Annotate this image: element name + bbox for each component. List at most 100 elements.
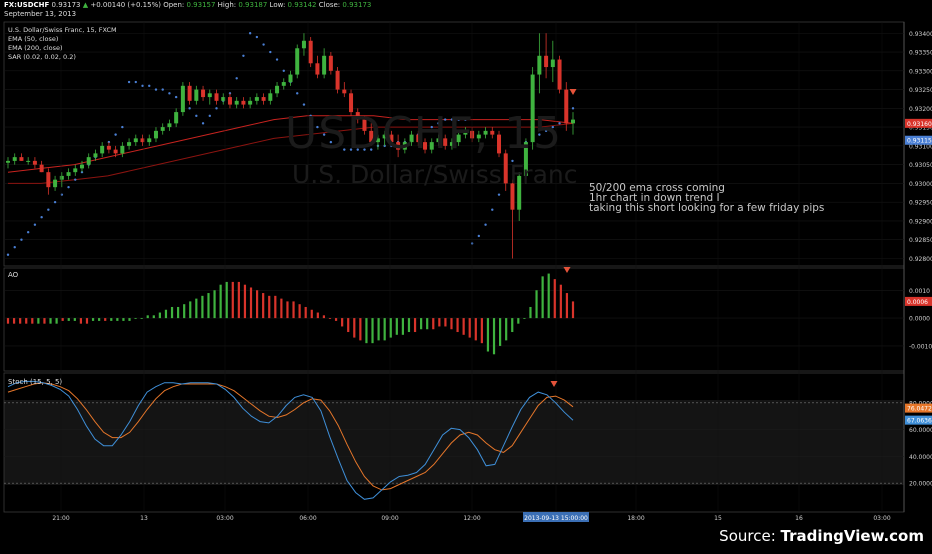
x-tick-label: 15 bbox=[714, 515, 722, 522]
sar-dot bbox=[571, 107, 575, 110]
ao-bar bbox=[517, 318, 520, 324]
ao-bar bbox=[249, 287, 253, 319]
symbol-label[interactable]: FX:USDCHF bbox=[4, 1, 50, 9]
ao-bar bbox=[480, 318, 483, 344]
ao-bar bbox=[134, 318, 137, 319]
ao-bar bbox=[571, 301, 575, 319]
candle-body bbox=[550, 59, 555, 68]
sar-dot bbox=[423, 129, 427, 133]
ao-bar bbox=[353, 318, 356, 338]
ao-bar bbox=[559, 284, 562, 319]
sar-dot bbox=[148, 84, 151, 88]
sar-dot bbox=[464, 118, 467, 121]
ao-bar bbox=[565, 293, 569, 319]
ao-bar bbox=[511, 318, 514, 333]
ao-bar bbox=[37, 318, 40, 324]
candle-body bbox=[234, 100, 239, 105]
stoch-overbought-band bbox=[4, 400, 904, 485]
watermark-name: U.S. Dollar/Swiss Franc bbox=[292, 160, 578, 189]
ao-bar bbox=[170, 306, 174, 319]
candle-body bbox=[497, 134, 502, 154]
note-line-3: taking this short looking for a few frid… bbox=[589, 202, 825, 214]
ao-bar bbox=[213, 290, 216, 319]
ao-bar bbox=[219, 284, 222, 319]
sar-dot bbox=[195, 114, 198, 118]
legend-instrument[interactable]: U.S. Dollar/Swiss Franc, 15, FXCM bbox=[8, 26, 117, 34]
candle-body bbox=[295, 48, 300, 75]
sar-dot bbox=[208, 114, 211, 118]
legend-sar[interactable]: SAR (0.02, 0.02, 0.2) bbox=[8, 53, 76, 61]
note-line-2: 1hr chart in down trend I bbox=[589, 192, 720, 204]
candle-body bbox=[207, 93, 212, 98]
stoch-badge bbox=[905, 415, 932, 425]
ao-bar bbox=[237, 281, 240, 319]
source-label[interactable]: Source: TradingView.com bbox=[719, 527, 924, 545]
price-arrow-icon bbox=[569, 89, 577, 95]
candle-body bbox=[483, 130, 488, 135]
ao-bar bbox=[432, 318, 435, 330]
open-value: 0.93157 bbox=[186, 1, 216, 9]
change-label: +0.00140 (+0.15%) bbox=[90, 1, 161, 9]
ao-bar bbox=[274, 295, 277, 319]
sar-dot bbox=[6, 253, 10, 256]
price-tick-label: 0.92950 bbox=[909, 200, 932, 207]
annotation-note[interactable]: 50/200 ema cross coming 1hr chart in dow… bbox=[589, 183, 825, 214]
ao-bar bbox=[553, 279, 556, 319]
candle-body bbox=[73, 168, 78, 173]
candle-body bbox=[160, 127, 165, 131]
sar-dot bbox=[511, 159, 514, 163]
ao-bar bbox=[280, 298, 283, 319]
candle-body bbox=[335, 70, 340, 90]
candle-body bbox=[349, 93, 354, 113]
ao-bar bbox=[541, 276, 544, 319]
sar-dot bbox=[517, 140, 521, 144]
legend-ema50[interactable]: EMA (50, close) bbox=[8, 35, 59, 43]
ao-badge bbox=[905, 296, 932, 306]
ao-pane-label[interactable]: AO bbox=[8, 271, 19, 279]
sar-dot bbox=[121, 125, 124, 129]
price-tick-label: 0.93150 bbox=[909, 125, 932, 132]
ao-bar bbox=[31, 318, 34, 324]
candle-body bbox=[396, 142, 401, 150]
candle-body bbox=[227, 97, 232, 105]
candle-body bbox=[241, 100, 246, 105]
stoch-badge-label: 76.0472 bbox=[907, 406, 932, 413]
candle-body bbox=[140, 138, 145, 143]
candle-body bbox=[342, 89, 347, 94]
candle-body bbox=[382, 134, 387, 139]
candle-body bbox=[409, 134, 414, 143]
price-tick-label: 0.93400 bbox=[909, 31, 932, 38]
price-tick-label: 0.93200 bbox=[909, 106, 932, 113]
x-tick-label: 12:00 bbox=[463, 515, 480, 522]
ao-bar bbox=[401, 318, 404, 335]
sar-dot bbox=[558, 122, 561, 125]
x-tick-label: 13 bbox=[140, 515, 148, 522]
ao-bar bbox=[195, 298, 198, 319]
ao-bar bbox=[468, 318, 471, 338]
candle-body bbox=[490, 130, 495, 135]
price-tick-label: 0.92900 bbox=[909, 218, 932, 225]
candle-body bbox=[510, 183, 515, 210]
ao-bar bbox=[243, 284, 247, 319]
candle-body bbox=[46, 172, 51, 188]
sar-dot bbox=[282, 69, 285, 73]
candle-body bbox=[86, 157, 91, 165]
price-tick-label: 0.93100 bbox=[909, 143, 932, 150]
x-tick-label: 16 bbox=[795, 515, 803, 522]
ao-bar bbox=[116, 318, 119, 321]
candle-body bbox=[275, 85, 280, 94]
candle-body bbox=[429, 142, 434, 150]
stoch-tick-label: 40.0000 bbox=[909, 454, 932, 461]
sar-dot bbox=[74, 178, 77, 181]
stoch-pane-label[interactable]: Stoch (15, 5, 5) bbox=[8, 378, 63, 386]
ao-bar bbox=[456, 318, 459, 333]
candle-body bbox=[174, 112, 179, 124]
sar-dot bbox=[437, 122, 440, 125]
sar-dot bbox=[13, 246, 16, 249]
legend-ema200[interactable]: EMA (200, close) bbox=[8, 44, 63, 52]
ao-bar bbox=[359, 318, 362, 341]
close-label: Close: bbox=[318, 1, 341, 9]
candle-body bbox=[268, 93, 273, 101]
high-label: High: bbox=[217, 1, 237, 9]
candle-body bbox=[100, 145, 105, 154]
